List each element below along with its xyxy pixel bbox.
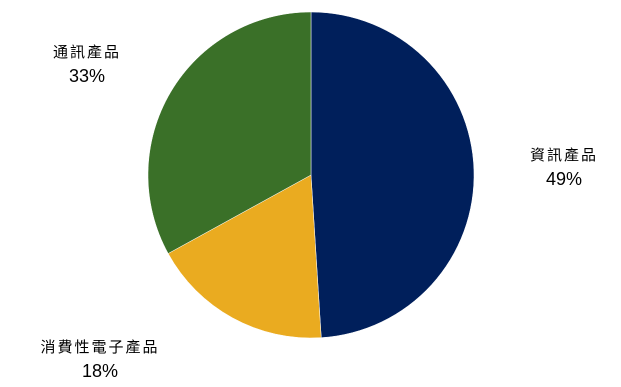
slice-communication-products <box>147 11 312 254</box>
slice-name-information-products: 資訊產品 <box>529 146 598 164</box>
slice-percent-consumer-electronics: 18% <box>81 360 119 381</box>
slice-label-consumer-electronics: 消費性電子產品 18% <box>0 338 200 382</box>
slice-consumer-electronics <box>167 174 322 339</box>
slice-name-communication-products: 通訊產品 <box>52 43 121 61</box>
slice-label-information-products: 資訊產品 49% <box>508 146 620 190</box>
slice-percent-communication-products: 33% <box>68 65 106 86</box>
slice-information-products <box>310 11 475 338</box>
slice-name-consumer-electronics: 消費性電子產品 <box>40 338 160 356</box>
slice-percent-information-products: 49% <box>545 168 583 189</box>
slice-label-communication-products: 通訊產品 33% <box>22 43 152 87</box>
